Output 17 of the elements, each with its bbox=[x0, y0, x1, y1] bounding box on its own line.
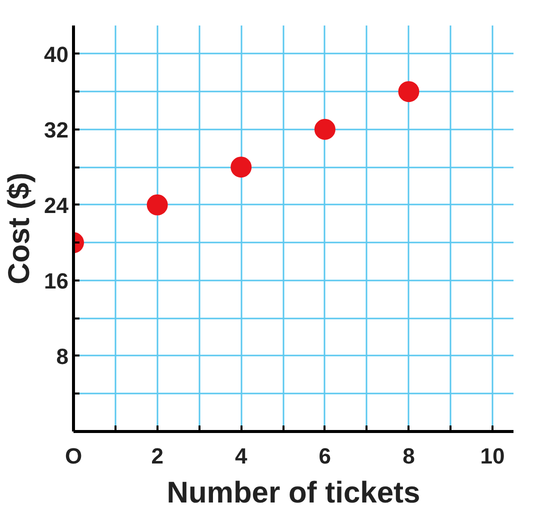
x-tick-label: 4 bbox=[235, 444, 248, 468]
point bbox=[398, 81, 420, 102]
x-tick-label: 6 bbox=[318, 444, 332, 468]
y-tick-label: 40 bbox=[44, 42, 69, 67]
x-tick-label: 10 bbox=[480, 444, 505, 468]
x-tick-label: O bbox=[64, 444, 82, 468]
y-axis-title: Cost ($) bbox=[3, 172, 36, 284]
y-tick-label: 32 bbox=[44, 117, 69, 142]
point bbox=[230, 156, 252, 178]
x-tick-label: 2 bbox=[151, 444, 164, 468]
x-axis-title: Number of tickets bbox=[166, 476, 420, 510]
x-tick-label: 8 bbox=[402, 444, 415, 468]
y-tick-label: 8 bbox=[56, 344, 69, 369]
y-tick-label: 24 bbox=[44, 192, 70, 218]
point bbox=[146, 194, 168, 216]
y-tick-label: 16 bbox=[44, 268, 69, 294]
point bbox=[314, 118, 336, 140]
